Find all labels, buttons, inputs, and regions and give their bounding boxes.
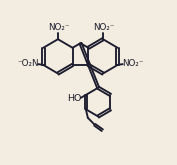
- Text: NO₂⁻: NO₂⁻: [93, 23, 115, 32]
- Text: NO₂⁻: NO₂⁻: [48, 23, 70, 32]
- Text: NO₂⁻: NO₂⁻: [122, 59, 144, 68]
- Text: HO: HO: [67, 94, 82, 103]
- Text: ⁻O₂N: ⁻O₂N: [17, 59, 39, 68]
